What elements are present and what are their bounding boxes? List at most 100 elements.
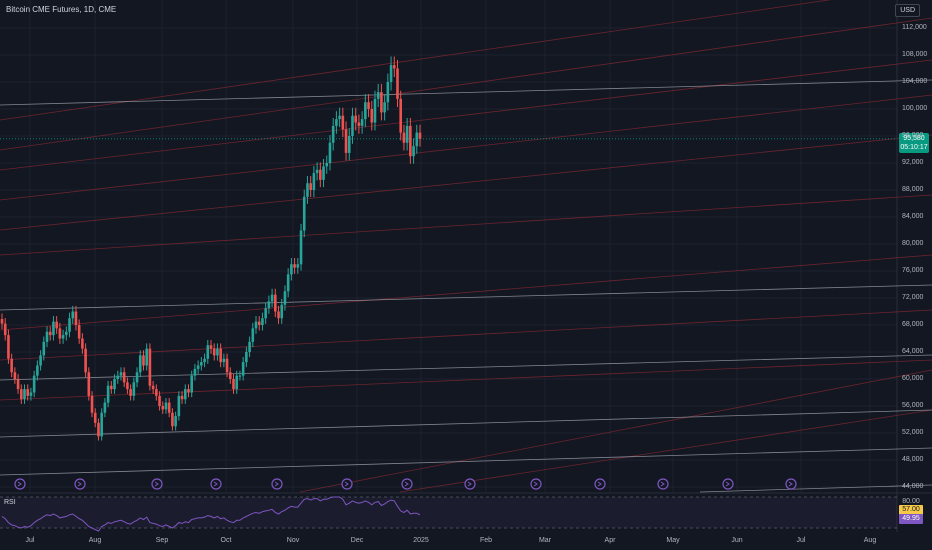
candle-body	[106, 385, 110, 403]
chart-grid	[0, 0, 932, 532]
time-axis-label: Sep	[155, 537, 169, 544]
time-axis-label: Aug	[88, 537, 102, 544]
candle-body	[26, 389, 30, 396]
candle-body	[203, 358, 206, 363]
event-markers	[14, 478, 797, 490]
candle-body	[344, 129, 348, 153]
candle-body	[32, 375, 36, 393]
time-axis-label: Jul	[796, 537, 806, 544]
time-axis-label: Jul	[25, 537, 35, 544]
candle-body	[19, 389, 23, 400]
candle-body	[103, 402, 107, 413]
candle-body	[7, 335, 10, 359]
candle-body	[126, 382, 129, 390]
trend-lines	[0, 0, 932, 493]
candle-body	[71, 311, 75, 319]
candle-body	[293, 264, 296, 268]
candle-body	[251, 328, 255, 342]
candle-body	[142, 355, 145, 366]
candle-body	[389, 65, 393, 82]
candle-body	[196, 365, 200, 369]
candle-body	[77, 325, 81, 339]
price-axis-label: 92,000	[902, 159, 924, 166]
candle-body	[48, 331, 52, 336]
currency-button[interactable]: USD	[895, 4, 920, 17]
price-axis-label: 84,000	[902, 213, 924, 220]
candle-body	[97, 422, 100, 437]
time-axis-label: Mar	[538, 537, 552, 544]
rsi-upper-level: 80.00	[899, 497, 923, 507]
candle-body	[177, 395, 181, 417]
trend-line	[0, 17, 932, 151]
price-axis-label: 112,000	[902, 24, 927, 31]
candle-body	[90, 395, 94, 413]
candle-body	[0, 319, 4, 324]
candle-body	[42, 341, 46, 356]
candle-body	[219, 348, 222, 363]
candle-body	[29, 392, 33, 396]
event-marker-icon	[464, 478, 476, 490]
time-axis-label: Nov	[286, 537, 300, 544]
event-marker-arrow	[597, 481, 602, 487]
time-axis-label: Feb	[479, 537, 493, 544]
candle-body	[235, 375, 239, 390]
event-marker-icon	[210, 478, 222, 490]
time-axis-label: Jun	[731, 537, 743, 544]
candle-body	[119, 372, 123, 376]
candle-body	[315, 169, 319, 174]
candle-body	[161, 406, 165, 410]
candle-body	[380, 92, 383, 113]
candle-body	[39, 355, 42, 366]
candle-body	[331, 125, 335, 143]
time-axis-label: Aug	[863, 537, 877, 544]
event-marker-arrow	[17, 481, 22, 487]
event-marker-arrow	[660, 481, 665, 487]
event-marker-icon	[530, 478, 542, 490]
trend-line	[399, 409, 932, 493]
price-axis-label: 64,000	[902, 348, 924, 355]
last-price-value: 95,580	[903, 135, 925, 142]
event-marker-icon	[74, 478, 86, 490]
candle-body	[267, 301, 271, 309]
event-marker-arrow	[788, 481, 793, 487]
candle-body	[277, 311, 280, 319]
candle-body	[306, 183, 309, 197]
candle-body	[238, 375, 242, 377]
candle-body	[370, 109, 374, 123]
trend-line	[0, 134, 932, 231]
candle-body	[16, 379, 20, 390]
candle-body	[302, 196, 306, 231]
candle-body	[399, 98, 403, 133]
candle-body	[351, 115, 354, 136]
candle-body	[376, 92, 380, 99]
candle-body	[264, 308, 267, 319]
candle-body	[335, 119, 338, 126]
candle-body	[241, 362, 245, 376]
trend-line	[0, 309, 932, 361]
candle-body	[151, 385, 155, 390]
candle-body	[280, 304, 284, 319]
event-marker-arrow	[404, 481, 409, 487]
chart-title: Bitcoin CME Futures, 1D, CME	[6, 5, 117, 14]
time-axis-label: 2025	[413, 537, 429, 544]
candle-body	[155, 389, 158, 396]
candle-body	[364, 102, 367, 120]
event-marker-arrow	[725, 481, 730, 487]
candle-body	[45, 331, 49, 342]
candle-body	[248, 341, 251, 352]
event-marker-icon	[401, 478, 413, 490]
rsi-label[interactable]: RSI	[4, 499, 16, 506]
candle-body	[354, 115, 357, 123]
candle-body	[212, 348, 216, 356]
candle-body	[100, 412, 103, 437]
candle-body	[209, 345, 213, 349]
candle-body	[386, 82, 390, 103]
candle-body	[132, 382, 136, 396]
candle-body	[347, 136, 351, 153]
price-axis-label: 100,000	[902, 105, 928, 112]
rsi-value-tag: 49.95	[899, 514, 923, 524]
trend-line	[299, 369, 932, 493]
candle-body	[193, 368, 197, 376]
candle-body	[129, 389, 132, 396]
